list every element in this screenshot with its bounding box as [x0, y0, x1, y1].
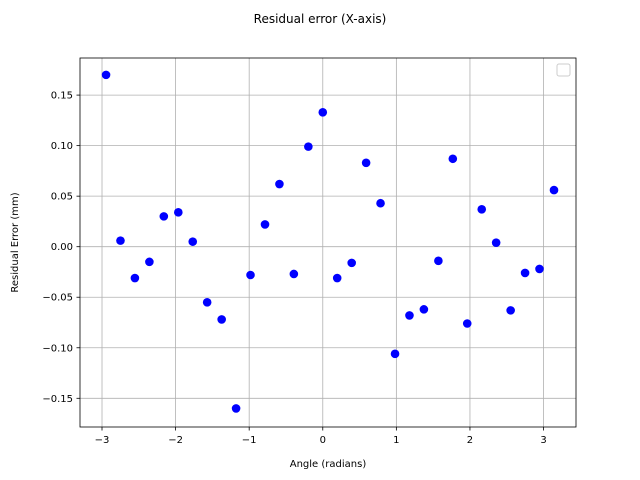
- data-point: [520, 268, 530, 278]
- y-tick-label: 0.00: [51, 242, 73, 253]
- data-point: [116, 236, 125, 245]
- data-point: [347, 258, 356, 268]
- points-layer: [101, 70, 559, 413]
- x-tick-label: 3: [540, 435, 546, 446]
- data-point: [448, 154, 458, 164]
- x-axis-label: Angle (radians): [290, 459, 367, 470]
- y-axis-ticks: −0.15 −0.10 −0.05 0.00 0.05 0.10 0.15: [42, 91, 80, 405]
- data-point: [361, 158, 371, 168]
- y-tick-label: −0.05: [42, 293, 73, 304]
- data-point: [376, 198, 385, 208]
- data-point: [260, 220, 270, 229]
- y-tick-label: −0.15: [42, 394, 73, 405]
- data-point: [304, 142, 313, 151]
- x-tick-label: 1: [393, 435, 399, 446]
- data-point: [318, 107, 328, 117]
- data-point: [159, 212, 169, 221]
- data-point: [202, 297, 212, 307]
- data-point: [462, 319, 472, 328]
- data-point: [491, 238, 501, 247]
- x-tick-label: 0: [320, 435, 326, 446]
- y-tick-label: −0.10: [42, 343, 73, 354]
- grid-layer: [80, 58, 576, 427]
- y-tick-label: 0.10: [51, 141, 73, 152]
- x-axis-ticks: −3 −2 −1 0 1 2 3: [95, 427, 547, 446]
- data-point: [549, 185, 559, 195]
- data-point: [246, 270, 255, 280]
- data-point: [405, 311, 414, 320]
- data-point: [275, 179, 284, 189]
- data-point: [506, 306, 515, 315]
- x-tick-label: 2: [467, 435, 473, 446]
- data-point: [130, 273, 140, 283]
- plot-frame: [79, 57, 577, 428]
- x-tick-label: −3: [95, 435, 110, 446]
- data-point: [174, 208, 183, 217]
- data-point: [217, 315, 226, 324]
- data-point: [231, 404, 241, 413]
- legend-box: [556, 63, 571, 77]
- data-point: [535, 264, 544, 274]
- y-tick-label: 0.05: [51, 192, 73, 203]
- data-point: [434, 256, 443, 266]
- data-point: [332, 273, 342, 283]
- data-point: [188, 237, 198, 246]
- data-point: [101, 70, 111, 80]
- y-axis-label: Residual Error (mm): [10, 192, 21, 292]
- x-tick-label: −1: [242, 435, 257, 446]
- data-point: [390, 349, 400, 359]
- data-point: [477, 204, 487, 214]
- chart-title: Residual error (X-axis): [254, 12, 387, 26]
- x-tick-label: −2: [168, 435, 183, 446]
- data-point: [289, 269, 299, 279]
- data-point: [145, 257, 154, 267]
- y-tick-label: 0.15: [51, 91, 73, 102]
- data-point: [419, 305, 429, 314]
